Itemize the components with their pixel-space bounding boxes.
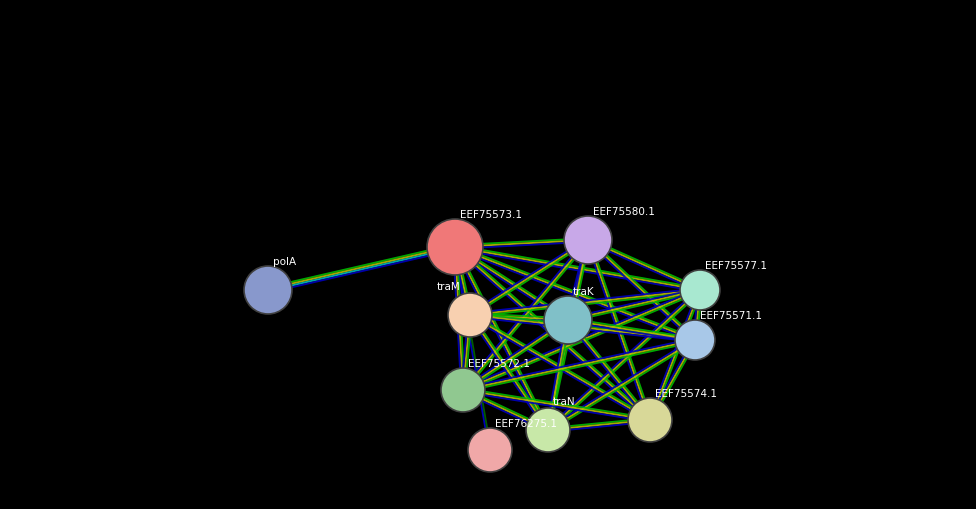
Text: traM: traM bbox=[436, 282, 460, 292]
Text: polA: polA bbox=[273, 257, 296, 267]
Text: EEF75574.1: EEF75574.1 bbox=[655, 389, 717, 399]
Text: EEF76275.1: EEF76275.1 bbox=[495, 419, 557, 429]
Circle shape bbox=[448, 293, 492, 337]
Circle shape bbox=[628, 398, 672, 442]
Circle shape bbox=[441, 368, 485, 412]
Circle shape bbox=[427, 219, 483, 275]
Text: EEF75573.1: EEF75573.1 bbox=[460, 210, 522, 220]
Text: traK: traK bbox=[573, 287, 594, 297]
Text: EEF75572.1: EEF75572.1 bbox=[468, 359, 530, 369]
Circle shape bbox=[526, 408, 570, 452]
Text: EEF75571.1: EEF75571.1 bbox=[700, 311, 762, 321]
Circle shape bbox=[544, 296, 592, 344]
Circle shape bbox=[564, 216, 612, 264]
Circle shape bbox=[675, 320, 715, 360]
Circle shape bbox=[244, 266, 292, 314]
Text: EEF75580.1: EEF75580.1 bbox=[593, 207, 655, 217]
Text: traN: traN bbox=[553, 397, 576, 407]
Text: EEF75577.1: EEF75577.1 bbox=[705, 261, 767, 271]
Circle shape bbox=[680, 270, 720, 310]
Circle shape bbox=[468, 428, 512, 472]
